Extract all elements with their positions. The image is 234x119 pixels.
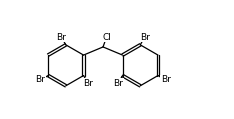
Text: Cl: Cl xyxy=(102,33,111,42)
Text: Br: Br xyxy=(113,79,123,88)
Text: Br: Br xyxy=(140,33,150,42)
Text: Br: Br xyxy=(83,79,93,88)
Text: Br: Br xyxy=(56,33,66,42)
Text: Br: Br xyxy=(161,75,171,84)
Text: Br: Br xyxy=(36,75,45,84)
